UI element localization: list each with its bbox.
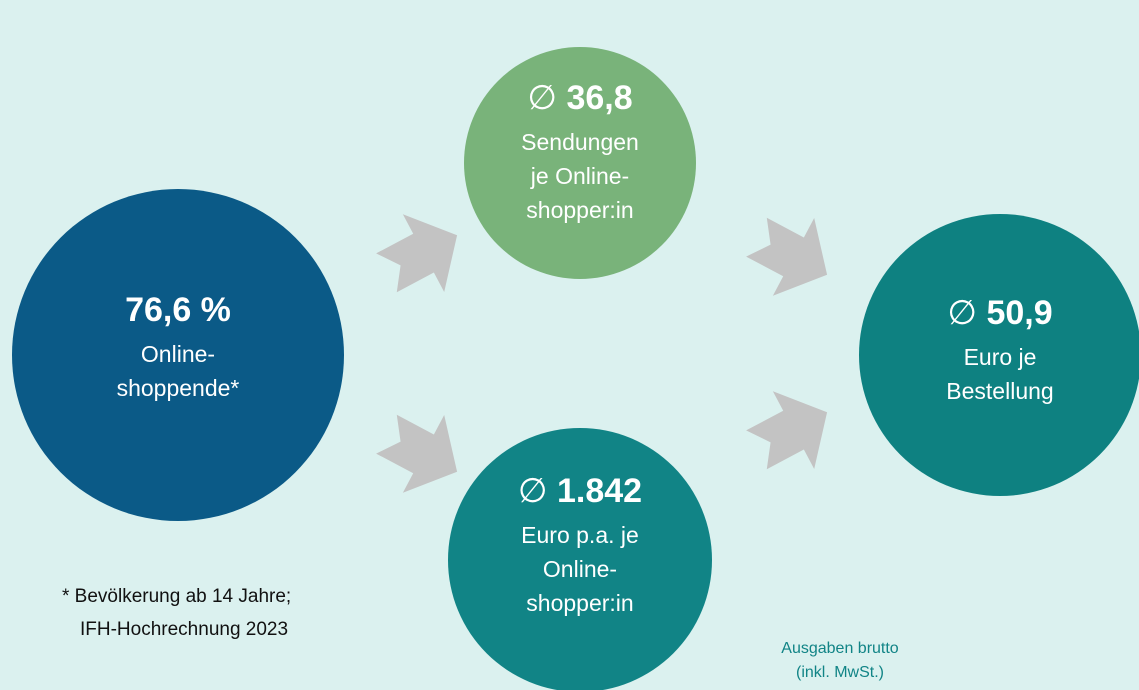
node-label: Online- bbox=[141, 341, 215, 367]
arrow bbox=[376, 414, 458, 493]
node-number: 76,6 % bbox=[125, 291, 231, 329]
node-number: 1.842 bbox=[557, 472, 642, 510]
node-value: ∅ 36,8 bbox=[527, 79, 632, 117]
circle bbox=[859, 214, 1139, 496]
note: (inkl. MwSt.) bbox=[796, 664, 884, 681]
node-label: Online- bbox=[543, 556, 617, 582]
node-value: 76,6 % bbox=[125, 291, 231, 329]
node-label: shoppende* bbox=[117, 375, 240, 401]
footnote: * Bevölkerung ab 14 Jahre; bbox=[62, 586, 291, 607]
node-label: Euro p.a. je bbox=[521, 522, 639, 548]
node-prefix: ∅ bbox=[527, 79, 557, 117]
node-value: ∅ 50,9 bbox=[947, 294, 1052, 332]
node-label: shopper:in bbox=[526, 197, 633, 223]
arrow bbox=[746, 217, 828, 296]
node-label: Euro je bbox=[964, 344, 1037, 370]
arrow bbox=[376, 214, 458, 293]
arrow bbox=[746, 391, 828, 470]
texts: 76,6 % Online-shoppende* ∅ 36,8 Sendungen je… bbox=[62, 79, 1054, 681]
node-number: 36,8 bbox=[566, 79, 632, 117]
node-label: Bestellung bbox=[946, 378, 1053, 404]
circle bbox=[12, 189, 344, 521]
arrows bbox=[376, 214, 828, 493]
node-prefix: ∅ bbox=[518, 472, 548, 510]
node-label: je Online- bbox=[530, 163, 629, 189]
node-prefix: ∅ bbox=[947, 294, 977, 332]
circle bbox=[464, 47, 696, 279]
circle bbox=[448, 428, 712, 690]
node-value: ∅ 1.842 bbox=[518, 472, 642, 510]
node-label: shopper:in bbox=[526, 590, 633, 616]
note: Ausgaben brutto bbox=[781, 640, 899, 657]
node-label: Sendungen bbox=[521, 129, 639, 155]
node-number: 50,9 bbox=[986, 294, 1052, 332]
footnote: IFH-Hochrechnung 2023 bbox=[80, 619, 288, 640]
